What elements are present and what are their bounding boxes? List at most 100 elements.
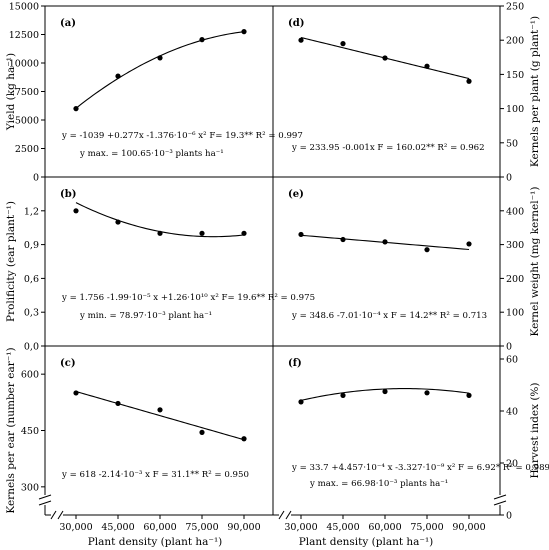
y-tick-label: 50 [506, 138, 518, 149]
panel-e: 0 100 200 300 400 Kernel weight (mg kernel⁻¹)… [288, 187, 541, 353]
y-axis-label: Kernel weight (mg kernel⁻¹) [529, 187, 541, 337]
data-point [298, 37, 304, 43]
data-point [157, 407, 163, 413]
y-tick-label: 250 [506, 2, 524, 13]
y-tick-label: 0 [33, 173, 39, 184]
y-tick-label: 0,6 [24, 274, 39, 285]
y-tick-label: 60 [506, 355, 518, 366]
y-tick-label: 0,9 [24, 240, 39, 251]
y-axis-label: Harvest index (%) [529, 382, 541, 478]
y-tick-label: 100 [506, 308, 524, 319]
data-point [382, 239, 388, 245]
y-axis-label: Yield (kg ha⁻¹) [5, 53, 17, 131]
data-point [73, 106, 79, 112]
x-tick-label: 45,000 [101, 522, 134, 533]
y-tick-label: 7500 [15, 87, 39, 98]
axis-break-slash [50, 510, 57, 520]
x-tick-label: 60,000 [143, 522, 176, 533]
data-point [115, 219, 121, 225]
y-tick-label: 40 [506, 407, 518, 418]
y-tick-label: 400 [506, 206, 524, 217]
data-point [340, 392, 346, 398]
axis-break-gap [497, 495, 503, 505]
data-point [241, 230, 247, 236]
data-point [424, 63, 430, 69]
y-tick-label: 200 [506, 274, 524, 285]
data-point [199, 37, 205, 43]
panel-label: (b) [60, 189, 76, 200]
regression-equation: y = 348.6 -7.01·10⁻⁴ x F = 14.2** R² = 0… [291, 311, 487, 321]
panel-d: 0 50 100 150 200 250 Kernels per plant (g plan… [288, 2, 541, 184]
panel-c: 300 450 600 Kernels per ear (number ear⁻¹) (… [5, 347, 249, 513]
x-tick-label: 90,000 [227, 522, 260, 533]
x-tick-label: 90,000 [452, 522, 485, 533]
axis-break-gap [42, 495, 48, 505]
y-axis-break-left [38, 494, 52, 506]
axis-break-gap [279, 512, 291, 518]
regression-equation: y = 233.95 -0.001x F = 160.02** R² = 0.9… [291, 143, 485, 153]
panel-label: (c) [60, 358, 76, 369]
optimum-note: y min. = 78.97·10⁻³ plant ha⁻¹ [79, 311, 212, 321]
y-tick-label: 600 [21, 370, 39, 381]
y-tick-label: 100 [506, 104, 524, 115]
y-tick-label: 200 [506, 36, 524, 47]
axis-break-slash [278, 510, 285, 520]
y-tick-label: 0 [506, 511, 512, 522]
x-axis-title-left: Plant density (plant ha⁻¹) [88, 536, 223, 548]
optimum-note: y max. = 66.98·10⁻³ plants ha⁻¹ [309, 479, 448, 489]
x-tick-label: 30,000 [284, 522, 317, 533]
y-tick-label: 0 [506, 342, 512, 353]
y-tick-label: 0,0 [24, 342, 39, 353]
fit-curve [75, 390, 245, 441]
optimum-note: y max. = 100.65·10⁻³ plants ha⁻¹ [79, 149, 224, 159]
data-point [199, 230, 205, 236]
x-axis-break-left [50, 510, 64, 520]
data-point [115, 400, 121, 407]
panel-f: 0 20 40 60 Harvest index (%) (f) y = 33.7 +4.4… [288, 355, 549, 522]
panel-a: 0 2500 5000 7500 10000 12500 15000 Yield (kg ha… [5, 2, 303, 184]
data-point [466, 241, 472, 247]
y-axis-break-right [493, 494, 507, 506]
y-tick-label: 12500 [9, 30, 39, 41]
axis-break-gap [51, 512, 63, 518]
axis-break-slash [285, 510, 292, 520]
x-tick-label: 60,000 [368, 522, 401, 533]
y-tick-label: 15000 [9, 2, 39, 13]
y-tick-label: 150 [506, 70, 524, 81]
x-axis-title-right: Plant density (plant ha⁻¹) [299, 536, 434, 548]
x-tick-label: 75,000 [410, 522, 443, 533]
x-tick-label: 45,000 [326, 522, 359, 533]
data-point [382, 388, 388, 395]
regression-equation: y = 1.756 -1.99·10⁻⁵ x +1.26·10¹⁰ x² F= … [61, 293, 315, 303]
x-axis-break-right [278, 510, 292, 520]
y-tick-label: 1,2 [24, 206, 39, 217]
axis-break-slash [493, 500, 507, 506]
y-tick-label: 10000 [9, 59, 39, 70]
data-point [241, 29, 247, 35]
data-point [424, 390, 430, 396]
regression-equation: y = -1039 +0.277x -1.376·10⁻⁶ x² F= 19.3… [61, 131, 303, 141]
panel-b: 0,0 0,3 0,6 0,9 1,2 Prolificity (ear plant⁻¹)… [5, 189, 315, 353]
data-point [115, 73, 121, 79]
axis-break-slash [38, 494, 52, 500]
regression-equation: y = 33.7 +4.457·10⁻⁴ x -3.327·10⁻⁹ x² F … [291, 463, 549, 473]
y-tick-label: 0,3 [24, 308, 39, 319]
data-point [241, 436, 247, 442]
data-point [298, 399, 304, 405]
data-point [424, 247, 430, 253]
panel-label: (f) [288, 358, 302, 369]
x-tick-label: 30,000 [59, 522, 92, 533]
y-tick-label: 5000 [15, 116, 39, 127]
fit-curve [75, 31, 245, 109]
y-tick-label: 20 [506, 459, 518, 470]
data-point [466, 392, 472, 398]
data-point [199, 429, 205, 435]
axis-break-slash [57, 510, 64, 520]
data-point [466, 78, 472, 84]
y-tick-label: 0 [506, 173, 512, 184]
panel-label: (a) [60, 18, 76, 29]
data-point [73, 208, 79, 214]
regression-equation: y = 618 -2.14·10⁻³ x F = 31.1** R² = 0.9… [61, 470, 249, 480]
panel-label: (e) [288, 189, 304, 200]
